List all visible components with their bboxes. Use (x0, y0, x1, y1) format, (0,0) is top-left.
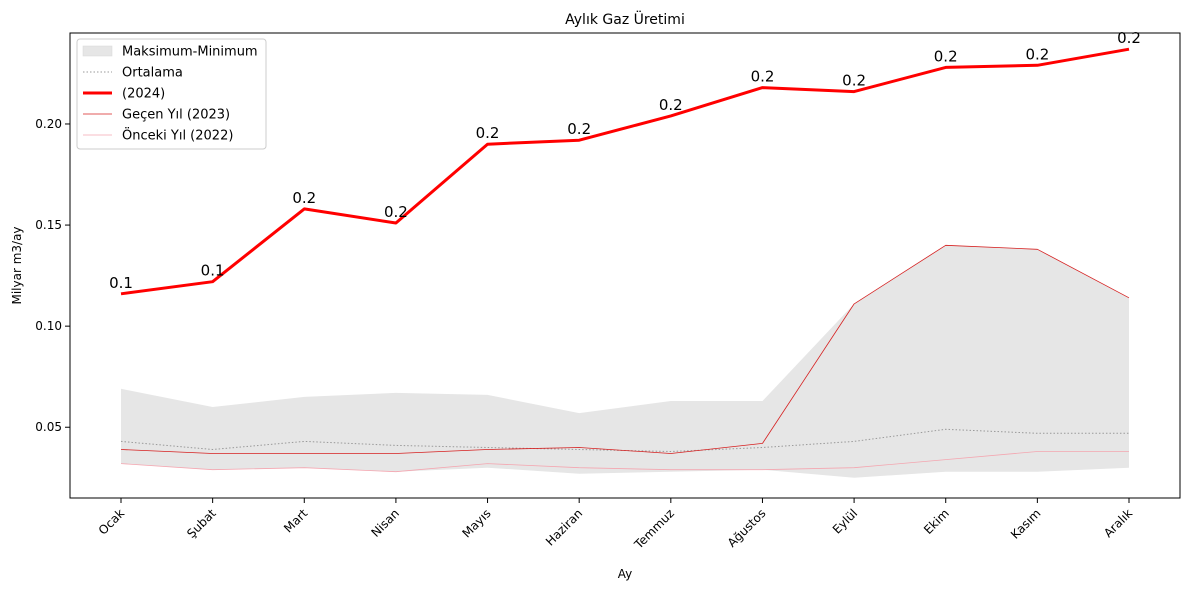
data-label: 0.2 (659, 96, 683, 114)
x-tick-label: Mart (281, 506, 310, 535)
x-axis-label: Ay (618, 567, 633, 581)
x-tick-label: Eylül (830, 506, 860, 536)
data-label: 0.2 (842, 72, 866, 90)
y-tick-label: 0.15 (35, 218, 62, 232)
x-tick-label: Ocak (96, 506, 127, 537)
plot-frame (69, 32, 1181, 499)
legend-swatch-band (82, 45, 113, 57)
data-label: 0.2 (292, 189, 316, 207)
x-tick-label: Şubat (184, 506, 219, 541)
x-tick-label: Haziran (543, 506, 585, 548)
legend-entry-label: (2024) (122, 87, 165, 102)
y-axis: 0.05 0.10 0.15 0.20 (35, 117, 70, 434)
chart-title: Aylık Gaz Üretimi (565, 10, 685, 28)
series-line-2 (120, 244, 1130, 454)
data-label: 0.2 (384, 203, 408, 221)
x-tick-label: Nisan (368, 506, 402, 540)
legend-entry-label: Ortalama (122, 66, 183, 81)
x-tick-label: Ekim (921, 506, 952, 537)
x-tick-label: Ağustos (725, 506, 769, 550)
data-label: 0.1 (201, 262, 225, 280)
legend-box (76, 38, 267, 150)
x-tick-label: Aralık (1101, 506, 1135, 540)
y-axis-label: Milyar m3/ay (10, 226, 24, 304)
data-label: 0.2 (1025, 45, 1049, 63)
legend-entry-label: Geçen Yıl (2023) (122, 108, 230, 123)
data-label: 0.2 (567, 120, 591, 138)
x-tick-label: Mayıs (459, 506, 493, 540)
data-label: 0.2 (476, 124, 500, 142)
data-label: 0.2 (934, 47, 958, 65)
data-label: 0.1 (109, 274, 133, 292)
band-max-min (121, 245, 1129, 478)
x-axis: Ocak Şubat Mart Nisan Mayıs Haziran Temmuz Ağus… (96, 498, 1135, 552)
y-tick-label: 0.20 (35, 117, 62, 131)
legend-entry-label: Önceki Yıl (2022) (122, 127, 233, 144)
legend: Maksimum-Minimum Ortalama (2024) Geçen Yıl… (76, 38, 267, 150)
plot-area: 0.1 0.1 0.2 0.2 0.2 0.2 0.2 0.2 0.2 0.2 0.2 0.2 (109, 29, 1141, 478)
x-tick-label: Kasım (1008, 506, 1044, 542)
data-label: 0.2 (1117, 29, 1141, 47)
series-line-1 (120, 47, 1130, 296)
x-tick-label: Temmuz (631, 506, 677, 552)
data-label: 0.2 (751, 68, 775, 86)
legend-entry-label: Maksimum-Minimum (122, 45, 258, 60)
series-line-3 (120, 451, 1129, 473)
y-tick-label: 0.10 (35, 319, 62, 333)
y-tick-label: 0.05 (35, 420, 62, 434)
